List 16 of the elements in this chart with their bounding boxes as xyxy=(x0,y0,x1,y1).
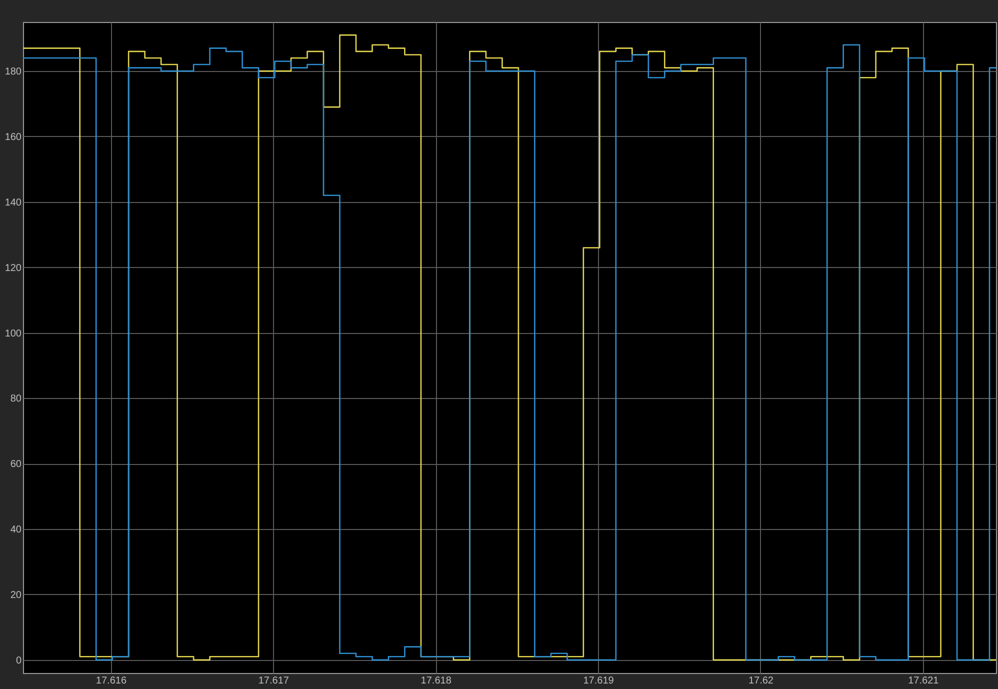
y-tick-label: 0 xyxy=(16,655,22,666)
x-tick-label: 17.617 xyxy=(258,676,290,686)
y-tick-label: 180 xyxy=(4,66,22,78)
x-tick-label: 17.62 xyxy=(748,676,774,686)
y-tick-label: 160 xyxy=(4,132,22,143)
y-tick-label: 40 xyxy=(10,524,22,536)
x-tick-label: 17.616 xyxy=(96,676,127,686)
y-tick-label: 140 xyxy=(4,197,22,208)
x-tick-label: 17.618 xyxy=(420,676,452,686)
y-tick-label: 80 xyxy=(10,394,22,405)
y-tick-label: 60 xyxy=(10,459,22,470)
x-tick-label: 17.621 xyxy=(908,676,940,686)
y-tick-label: 100 xyxy=(4,328,22,340)
y-tick-label: 20 xyxy=(10,590,22,601)
y-tick-label: 120 xyxy=(4,262,22,274)
x-tick-label: 17.619 xyxy=(583,676,614,686)
